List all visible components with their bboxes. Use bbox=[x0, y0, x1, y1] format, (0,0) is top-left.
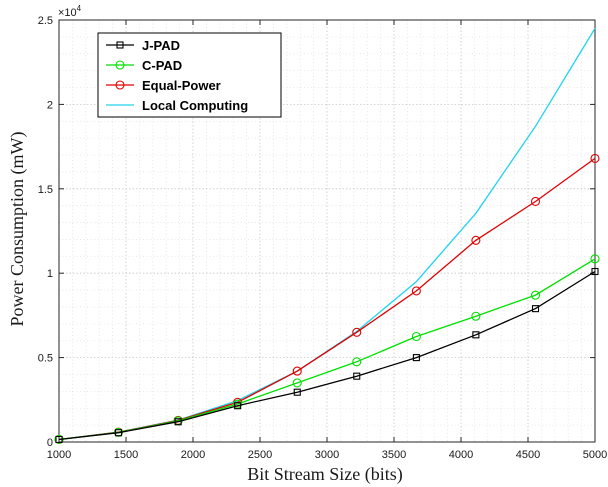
legend-item: J-PAD bbox=[106, 38, 180, 53]
data-point-square bbox=[234, 402, 242, 410]
legend-marker-square bbox=[116, 41, 124, 49]
y-tick-label: 0.5 bbox=[38, 353, 53, 365]
data-point-circle bbox=[530, 196, 541, 207]
axis-tick-labels: 1000 1500 2000 2500 3000 3500 4000 4500 5000 0 0.5… bbox=[38, 15, 608, 461]
y-tick-label: 2.5 bbox=[38, 15, 53, 27]
legend-item: Equal-Power bbox=[106, 78, 221, 93]
legend-item: C-PAD bbox=[106, 58, 182, 73]
y-tick-label: 1.5 bbox=[38, 184, 53, 196]
x-tick-label: 2000 bbox=[181, 449, 205, 461]
y-tick-label: 2 bbox=[47, 99, 53, 111]
data-point-circle bbox=[233, 399, 243, 409]
data-point-circle bbox=[352, 327, 362, 337]
legend-label: Equal-Power bbox=[142, 78, 221, 93]
data-point-square bbox=[531, 305, 540, 313]
series-line bbox=[58, 157, 596, 441]
data-point-circle bbox=[411, 286, 421, 296]
data-point-circle bbox=[411, 331, 421, 342]
legend-label: J-PAD bbox=[142, 38, 180, 53]
x-tick-label: 3000 bbox=[315, 449, 339, 461]
data-point-circle bbox=[292, 366, 302, 376]
data-point-circle bbox=[471, 235, 481, 245]
x-tick-label: 1500 bbox=[114, 449, 138, 461]
data-point-square bbox=[114, 429, 123, 437]
data-point-square bbox=[591, 267, 599, 276]
y-tick-label: 0 bbox=[47, 437, 53, 449]
series-lines bbox=[54, 28, 600, 445]
data-point-circle bbox=[471, 311, 481, 321]
grid bbox=[58, 19, 596, 443]
y-axis-exponent: ×104 bbox=[58, 4, 82, 19]
legend-marker-circle bbox=[115, 60, 125, 70]
legend-item: Local Computing bbox=[106, 98, 248, 113]
x-tick-label: 4500 bbox=[516, 449, 540, 461]
x-tick-label: 1000 bbox=[47, 449, 71, 461]
data-point-circle bbox=[352, 357, 362, 367]
x-axis-label: Bit Stream Size (bits) bbox=[247, 464, 402, 485]
y-axis-exponent-base: ×10 bbox=[58, 7, 77, 19]
legend-marker-circle bbox=[115, 80, 125, 90]
data-point-square bbox=[55, 435, 63, 444]
x-tick-label: 3500 bbox=[382, 449, 406, 461]
data-point-circle bbox=[530, 290, 541, 300]
series-line bbox=[58, 270, 596, 441]
legend-label: Local Computing bbox=[142, 98, 248, 113]
data-point-circle bbox=[590, 153, 600, 163]
y-axis-exponent-power: 4 bbox=[77, 4, 82, 13]
data-point-square bbox=[412, 354, 420, 362]
data-point-circle bbox=[590, 254, 600, 264]
legend: J-PAD C-PAD Equal-Power Local Computing bbox=[97, 32, 282, 118]
series-j-pad bbox=[55, 267, 599, 444]
y-axis-label: Power Consumption (mW) bbox=[7, 132, 28, 327]
x-tick-label: 4000 bbox=[449, 449, 473, 461]
legend-label: C-PAD bbox=[142, 58, 182, 73]
y-tick-label: 1 bbox=[47, 268, 53, 280]
x-tick-label: 5000 bbox=[583, 449, 607, 461]
data-point-square bbox=[353, 372, 361, 380]
data-point-square bbox=[174, 418, 182, 426]
data-point-square bbox=[472, 331, 480, 339]
x-tick-label: 2500 bbox=[248, 449, 272, 461]
series-equal-power bbox=[54, 153, 600, 445]
data-point-circle bbox=[292, 378, 302, 388]
legend-box bbox=[97, 32, 282, 118]
data-point-square bbox=[293, 388, 301, 396]
